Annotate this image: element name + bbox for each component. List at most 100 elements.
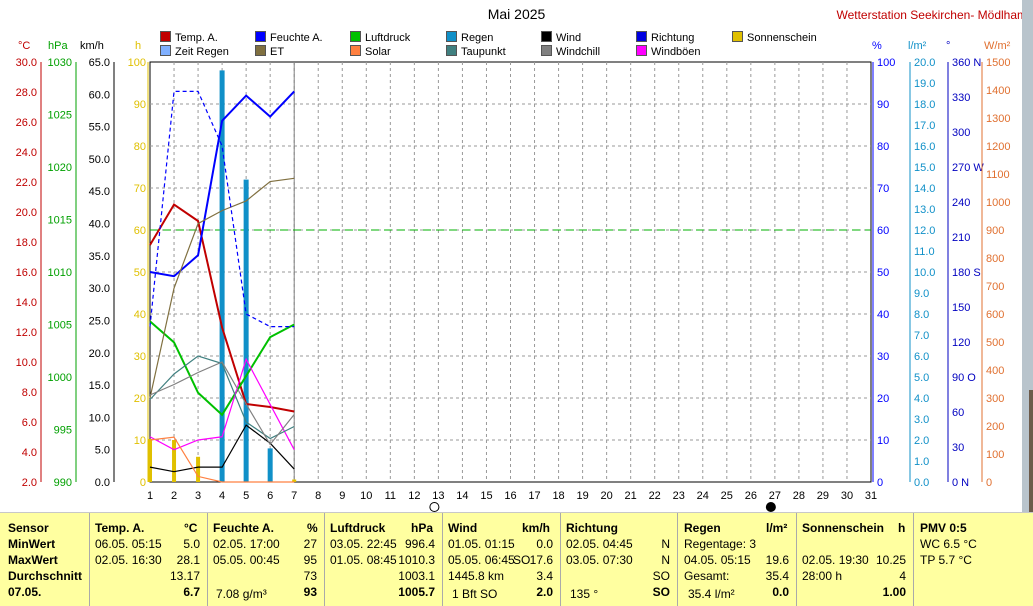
direction-min-value: N xyxy=(661,537,670,551)
rain-unit: l/m² xyxy=(766,521,788,535)
x-tick-label: 31 xyxy=(865,490,877,502)
series-et xyxy=(149,177,295,399)
sunshine-bar xyxy=(172,440,177,482)
wind-max-time: 05.05. 06:45 xyxy=(448,553,515,567)
direction-max-value: N xyxy=(661,553,670,567)
axis-direction-tick: 360 N xyxy=(952,57,981,69)
axis-temp-tick: 24.0 xyxy=(16,147,37,159)
legend-humidity: Feuchte A. xyxy=(255,31,323,44)
axis-direction-tick: 30 xyxy=(952,442,964,454)
temp-min-time: 06.05. 05:15 xyxy=(95,537,162,551)
axis-temp-tick: 6.0 xyxy=(22,417,37,429)
axis-rain-tick: 3.0 xyxy=(914,414,929,426)
axis-humidity-tick: 50 xyxy=(877,267,889,279)
axis-solar-tick: 1400 xyxy=(986,85,1010,97)
legend-gusts: Windböen xyxy=(636,45,701,58)
unit-humidity: % xyxy=(872,40,882,52)
series-luftdruck xyxy=(149,320,295,417)
chart-title: Mai 2025 xyxy=(487,6,546,22)
temp-title: Temp. A. xyxy=(95,521,145,535)
axis-solar-tick: 700 xyxy=(986,281,1004,293)
series-temp-a- xyxy=(149,203,295,413)
humidity-max-time: 05.05. 00:45 xyxy=(213,553,280,567)
axis-temp-tick: 26.0 xyxy=(16,117,37,129)
x-tick-label: 9 xyxy=(339,490,345,502)
axis-rain-tick: 5.0 xyxy=(914,372,929,384)
axis-pressure-tick: 1000 xyxy=(48,372,72,384)
axis-direction-tick: 180 S xyxy=(952,267,981,279)
axis-pressure-tick: 1025 xyxy=(48,110,72,122)
rain-bar xyxy=(219,70,225,483)
axis-solar-tick: 200 xyxy=(986,421,1004,433)
axis-temp-tick: 28.0 xyxy=(16,87,37,99)
sun-hours: 28:00 h xyxy=(802,569,843,583)
axis-rain-tick: 1.0 xyxy=(914,456,929,468)
axis-rain-tick: 14.0 xyxy=(914,183,935,195)
axis-sun-tick: 70 xyxy=(134,183,146,195)
axis-wind-tick: 0.0 xyxy=(95,477,110,489)
unit-solar: W/m² xyxy=(984,40,1011,52)
axis-humidity-tick: 40 xyxy=(877,309,889,321)
series-windb-en xyxy=(149,357,295,451)
x-tick-label: 3 xyxy=(195,490,201,502)
axis-rain-tick: 16.0 xyxy=(914,141,935,153)
wind-title: Wind xyxy=(448,521,478,535)
sun-unit: h xyxy=(898,521,906,535)
legend-solar: Solar xyxy=(350,45,391,58)
series-feuchte-a- xyxy=(149,90,295,278)
sun-avg: 4 xyxy=(899,569,906,583)
axis-rain-tick: 18.0 xyxy=(914,99,935,111)
axis-wind-tick: 60.0 xyxy=(89,89,110,101)
axis-sun-tick: 90 xyxy=(134,99,146,111)
x-tick-label: 29 xyxy=(817,490,829,502)
rain-total-value: 35.4 xyxy=(765,569,789,583)
axis-humidity-tick: 60 xyxy=(877,225,889,237)
axis-direction-tick: 150 xyxy=(952,302,970,314)
axis-temp-tick: 16.0 xyxy=(16,267,37,279)
window-edge xyxy=(1022,0,1033,512)
axis-pressure-tick: 1010 xyxy=(48,267,72,279)
pressure-min-time: 03.05. 22:45 xyxy=(330,537,397,551)
x-tick-label: 12 xyxy=(408,490,420,502)
series-solar xyxy=(149,436,295,483)
axis-rain-tick: 10.0 xyxy=(914,267,935,279)
wind-unit: km/h xyxy=(522,521,551,535)
axis-pressure-tick: 995 xyxy=(54,425,72,437)
pressure-today: 1005.7 xyxy=(398,585,435,599)
humidity-min-value: 27 xyxy=(303,537,317,551)
axis-rain-tick: 7.0 xyxy=(914,330,929,342)
axis-sun-tick: 80 xyxy=(134,141,146,153)
humidity-unit: % xyxy=(307,521,318,535)
x-tick-label: 19 xyxy=(576,490,588,502)
sunshine-bar xyxy=(292,479,297,482)
temp-max-time: 02.05. 16:30 xyxy=(95,553,162,567)
unit-temp: °C xyxy=(18,40,31,52)
sun-today: 1.00 xyxy=(882,585,906,599)
sunshine-bar xyxy=(148,438,152,482)
axis-wind-tick: 45.0 xyxy=(89,186,110,198)
x-tick-label: 28 xyxy=(793,490,805,502)
rain-max-value: 19.6 xyxy=(765,553,789,567)
x-tick-label: 14 xyxy=(456,490,468,502)
axis-temp-tick: 20.0 xyxy=(16,207,37,219)
new-moon-icon xyxy=(765,502,776,512)
axis-humidity-tick: 100 xyxy=(877,57,895,69)
legend-rain: Regen xyxy=(446,31,493,44)
legend-wind: Wind xyxy=(541,31,581,44)
temp-max-value: 28.1 xyxy=(176,553,200,567)
axis-wind-tick: 15.0 xyxy=(89,380,110,392)
x-tick-label: 20 xyxy=(601,490,613,502)
axis-temp-tick: 2.0 xyxy=(22,477,37,489)
unit-pressure: hPa xyxy=(48,40,68,52)
axis-temp-tick: 8.0 xyxy=(22,387,37,399)
x-tick-label: 24 xyxy=(697,490,709,502)
axis-sun-tick: 10 xyxy=(134,435,146,447)
axis-wind-tick: 40.0 xyxy=(89,219,110,231)
rain-max-time: 04.05. 05:15 xyxy=(684,553,751,567)
axis-temp-tick: 4.0 xyxy=(22,447,37,459)
wind-min-time: 01.05. 01:15 xyxy=(448,537,515,551)
axis-sun-tick: 30 xyxy=(134,351,146,363)
legend-dewpoint: Taupunkt xyxy=(446,45,506,58)
direction-max-time: 03.05. 07:30 xyxy=(566,553,633,567)
axis-wind-tick: 50.0 xyxy=(89,154,110,166)
